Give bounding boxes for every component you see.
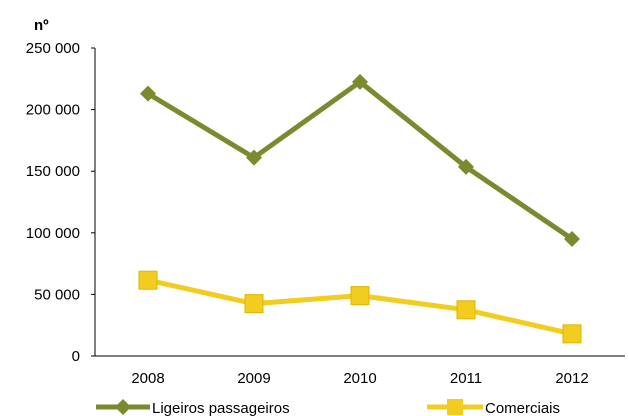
x-tick-labels: 2008 2009 2010 2011 2012 [131,370,588,387]
data-point [352,73,368,90]
y-axis-label: nº [34,17,49,34]
legend: Ligeiros passageiros Comerciais [96,399,560,416]
series-1 [140,73,580,247]
y-tick-labels: 0 50 000 100 000 150 000 200 000 250 000 [26,40,80,365]
y-tick-label: 50 000 [34,286,80,303]
x-tick-label: 2011 [450,370,482,387]
data-point [562,324,582,344]
legend-marker [447,399,463,415]
data-point [246,149,262,166]
series-line [146,79,574,242]
series-2 [138,270,582,344]
y-tick-label: 100 000 [26,225,80,242]
x-tick-label: 2008 [131,370,164,387]
legend-label: Comerciais [485,400,560,416]
data-point [140,85,156,102]
y-tick-label: 150 000 [26,163,80,180]
data-point [350,286,370,306]
y-tick-label: 200 000 [26,102,80,119]
data-point [138,270,158,290]
legend-item: Ligeiros passageiros [96,399,290,416]
legend-label: Ligeiros passageiros [152,400,290,416]
axes [91,47,625,357]
series-layer [138,73,582,344]
y-tick-label: 0 [72,348,80,365]
x-tick-label: 2012 [555,370,588,387]
y-tick-label: 250 000 [26,40,80,57]
data-point [564,230,580,247]
legend-marker [115,399,131,415]
legend-item: Comerciais [427,399,560,416]
data-point [456,300,476,320]
x-tick-label: 2010 [343,370,376,387]
data-point [244,294,264,314]
x-tick-label: 2009 [237,370,270,387]
data-point [458,158,474,175]
